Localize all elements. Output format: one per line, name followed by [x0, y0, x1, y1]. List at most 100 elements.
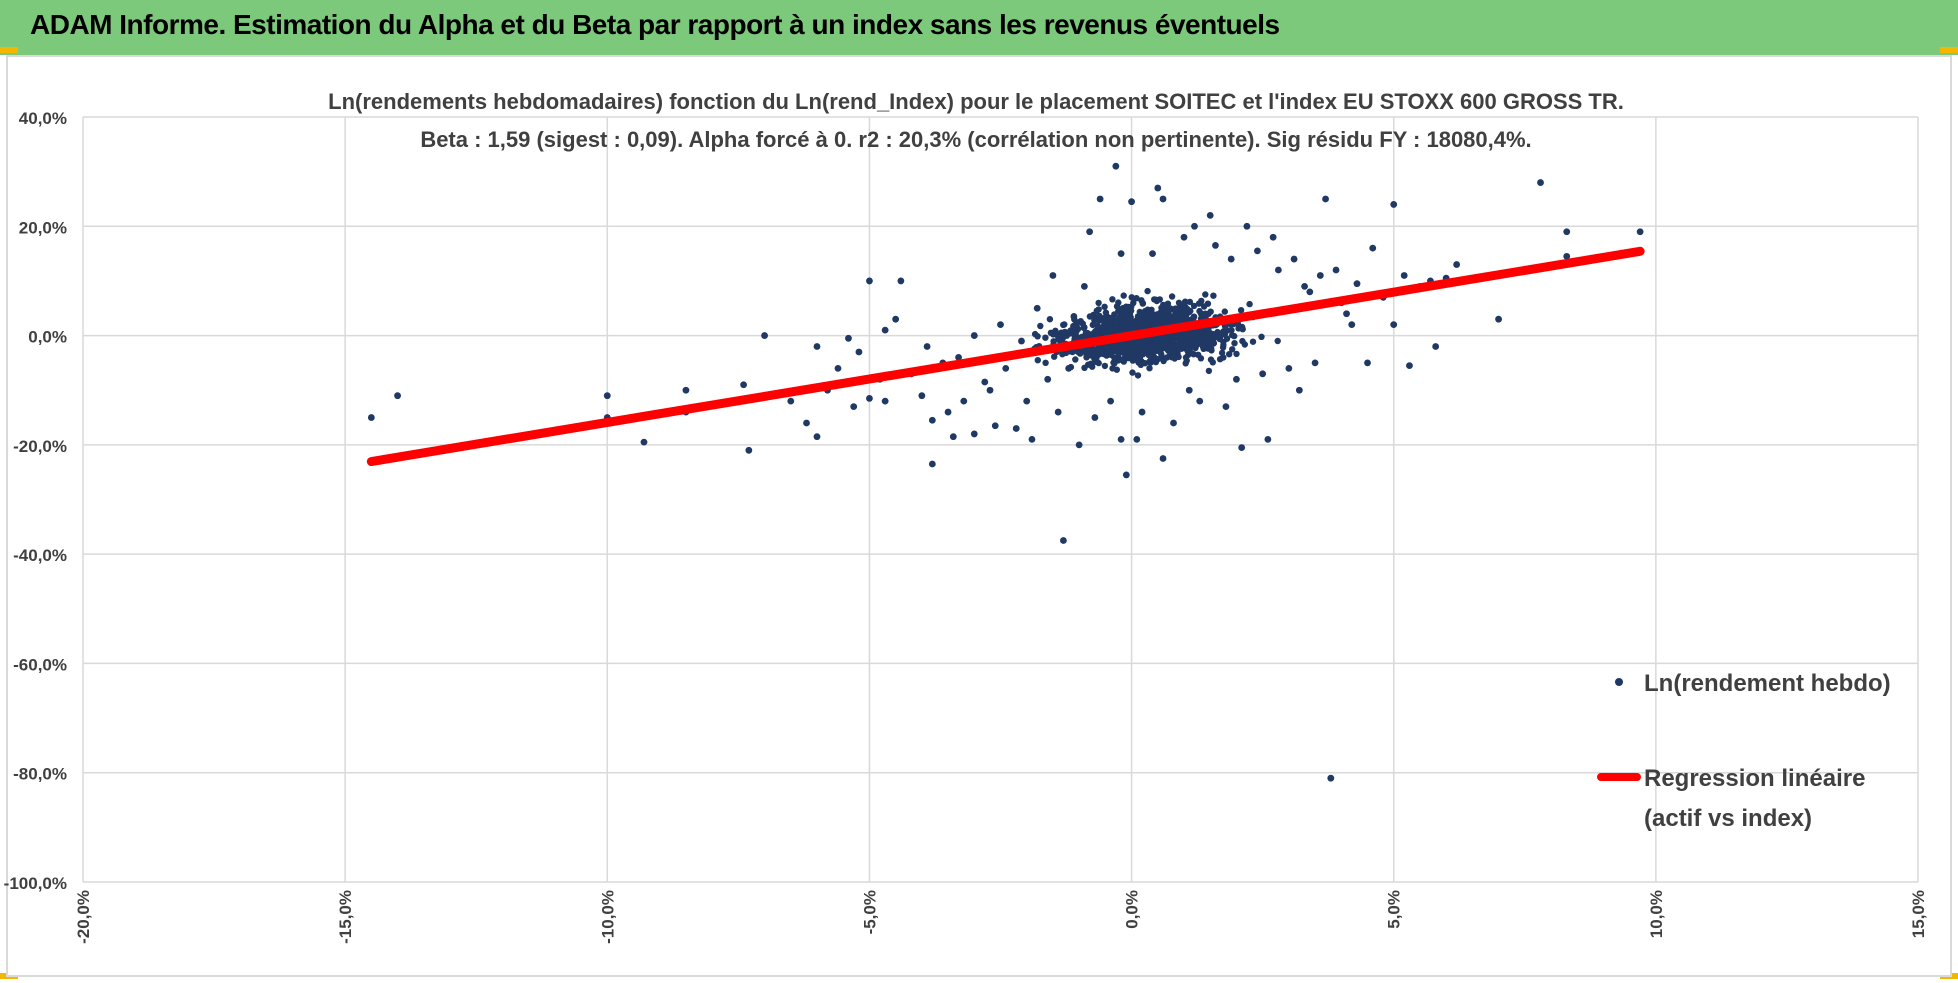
- data-point: [1295, 386, 1303, 394]
- data-point: [1117, 435, 1125, 443]
- data-point: [1237, 307, 1245, 314]
- data-point: [1239, 337, 1246, 345]
- data-point: [1221, 327, 1228, 334]
- data-point: [1274, 337, 1281, 345]
- data-point: [803, 419, 810, 427]
- data-point: [1154, 356, 1162, 363]
- data-point: [1110, 359, 1117, 366]
- data-point: [1112, 318, 1119, 326]
- data-point: [1161, 334, 1169, 342]
- data-point: [834, 364, 842, 372]
- data-point: [986, 386, 994, 394]
- data-point: [955, 354, 962, 361]
- data-point: [1098, 326, 1105, 333]
- data-point: [1171, 317, 1179, 324]
- data-point: [1080, 324, 1087, 331]
- data-point: [1128, 294, 1135, 301]
- y-tick-label: -40,0%: [13, 546, 67, 565]
- data-point: [1135, 320, 1142, 327]
- data-point: [1018, 337, 1025, 345]
- data-point: [928, 460, 936, 468]
- x-tick-labels: -20,0% -15,0% -10,0% -5,0% 0,0% 5,0% 10,0% 15,0…: [74, 890, 1928, 944]
- data-point: [1432, 343, 1440, 350]
- data-point: [960, 397, 968, 405]
- data-point: [1049, 272, 1057, 279]
- data-point: [1028, 435, 1036, 443]
- data-point: [1563, 252, 1571, 260]
- data-point: [1159, 195, 1167, 203]
- data-point: [1095, 359, 1102, 367]
- data-point: [1060, 537, 1067, 544]
- data-point: [1122, 471, 1130, 479]
- legend-label-line-2: (actif vs index): [1644, 805, 1812, 832]
- data-point: [1096, 348, 1103, 355]
- data-point: [1128, 198, 1135, 206]
- data-point: [640, 438, 648, 446]
- data-point: [1153, 311, 1161, 318]
- data-point: [1151, 296, 1158, 303]
- data-point: [394, 392, 401, 400]
- data-point: [1133, 349, 1140, 356]
- data-point: [1301, 282, 1308, 290]
- y-tick-label: -20,0%: [13, 437, 67, 456]
- data-point: [1191, 222, 1198, 230]
- data-points: [367, 162, 1644, 782]
- report-banner: ADAM Informe. Estimation du Alpha et du …: [0, 0, 1958, 55]
- data-point: [1188, 332, 1195, 339]
- data-point: [1348, 321, 1356, 329]
- data-point: [1096, 312, 1103, 320]
- data-point: [1112, 162, 1120, 170]
- data-point: [1136, 353, 1144, 361]
- data-point: [1128, 303, 1135, 310]
- data-point: [1190, 302, 1198, 310]
- data-point: [367, 414, 375, 421]
- data-point: [1047, 329, 1055, 336]
- data-point: [813, 343, 821, 350]
- corner-mark-top-right: [1940, 47, 1958, 53]
- data-point: [1117, 250, 1125, 258]
- data-point: [1059, 351, 1066, 358]
- data-point: [1034, 333, 1041, 340]
- data-point: [1051, 353, 1058, 360]
- data-point: [1218, 349, 1226, 357]
- data-point: [1160, 301, 1167, 309]
- data-point: [1133, 435, 1141, 443]
- data-point: [1073, 323, 1080, 330]
- y-tick-labels: 40,0% 20,0% 0,0% -20,0% -40,0% -60,0% -80,0% -1…: [4, 109, 67, 893]
- data-point: [1181, 313, 1188, 321]
- data-point: [1133, 295, 1140, 302]
- data-point: [1259, 370, 1267, 378]
- data-point: [1152, 320, 1159, 327]
- data-point: [1231, 332, 1238, 340]
- data-point: [1086, 313, 1094, 320]
- data-point: [1369, 244, 1377, 252]
- data-point: [1143, 342, 1150, 350]
- data-point: [1290, 255, 1298, 263]
- data-point: [1316, 272, 1324, 279]
- data-point: [1306, 288, 1314, 296]
- data-point: [1075, 441, 1083, 449]
- data-point: [1065, 364, 1073, 372]
- data-point: [1054, 408, 1062, 416]
- data-point: [1089, 321, 1097, 329]
- data-point: [1160, 316, 1167, 323]
- x-tick-label: -10,0%: [598, 890, 617, 944]
- data-point: [1012, 425, 1020, 432]
- data-point: [1182, 360, 1189, 367]
- data-point: [1096, 195, 1104, 203]
- data-point: [1238, 444, 1246, 451]
- chart-title: Ln(rendements hebdomadaires) fonction du…: [328, 89, 1624, 114]
- data-point: [897, 277, 905, 285]
- data-point: [1246, 300, 1253, 308]
- data-point: [745, 446, 753, 454]
- data-point: [1076, 348, 1084, 355]
- data-point: [1042, 359, 1049, 366]
- data-point: [881, 326, 889, 334]
- data-point: [1159, 455, 1167, 462]
- data-point: [787, 397, 795, 405]
- x-tick-label: -5,0%: [860, 890, 879, 934]
- data-point: [1239, 326, 1246, 333]
- data-point: [1170, 419, 1177, 427]
- data-point: [1148, 310, 1156, 317]
